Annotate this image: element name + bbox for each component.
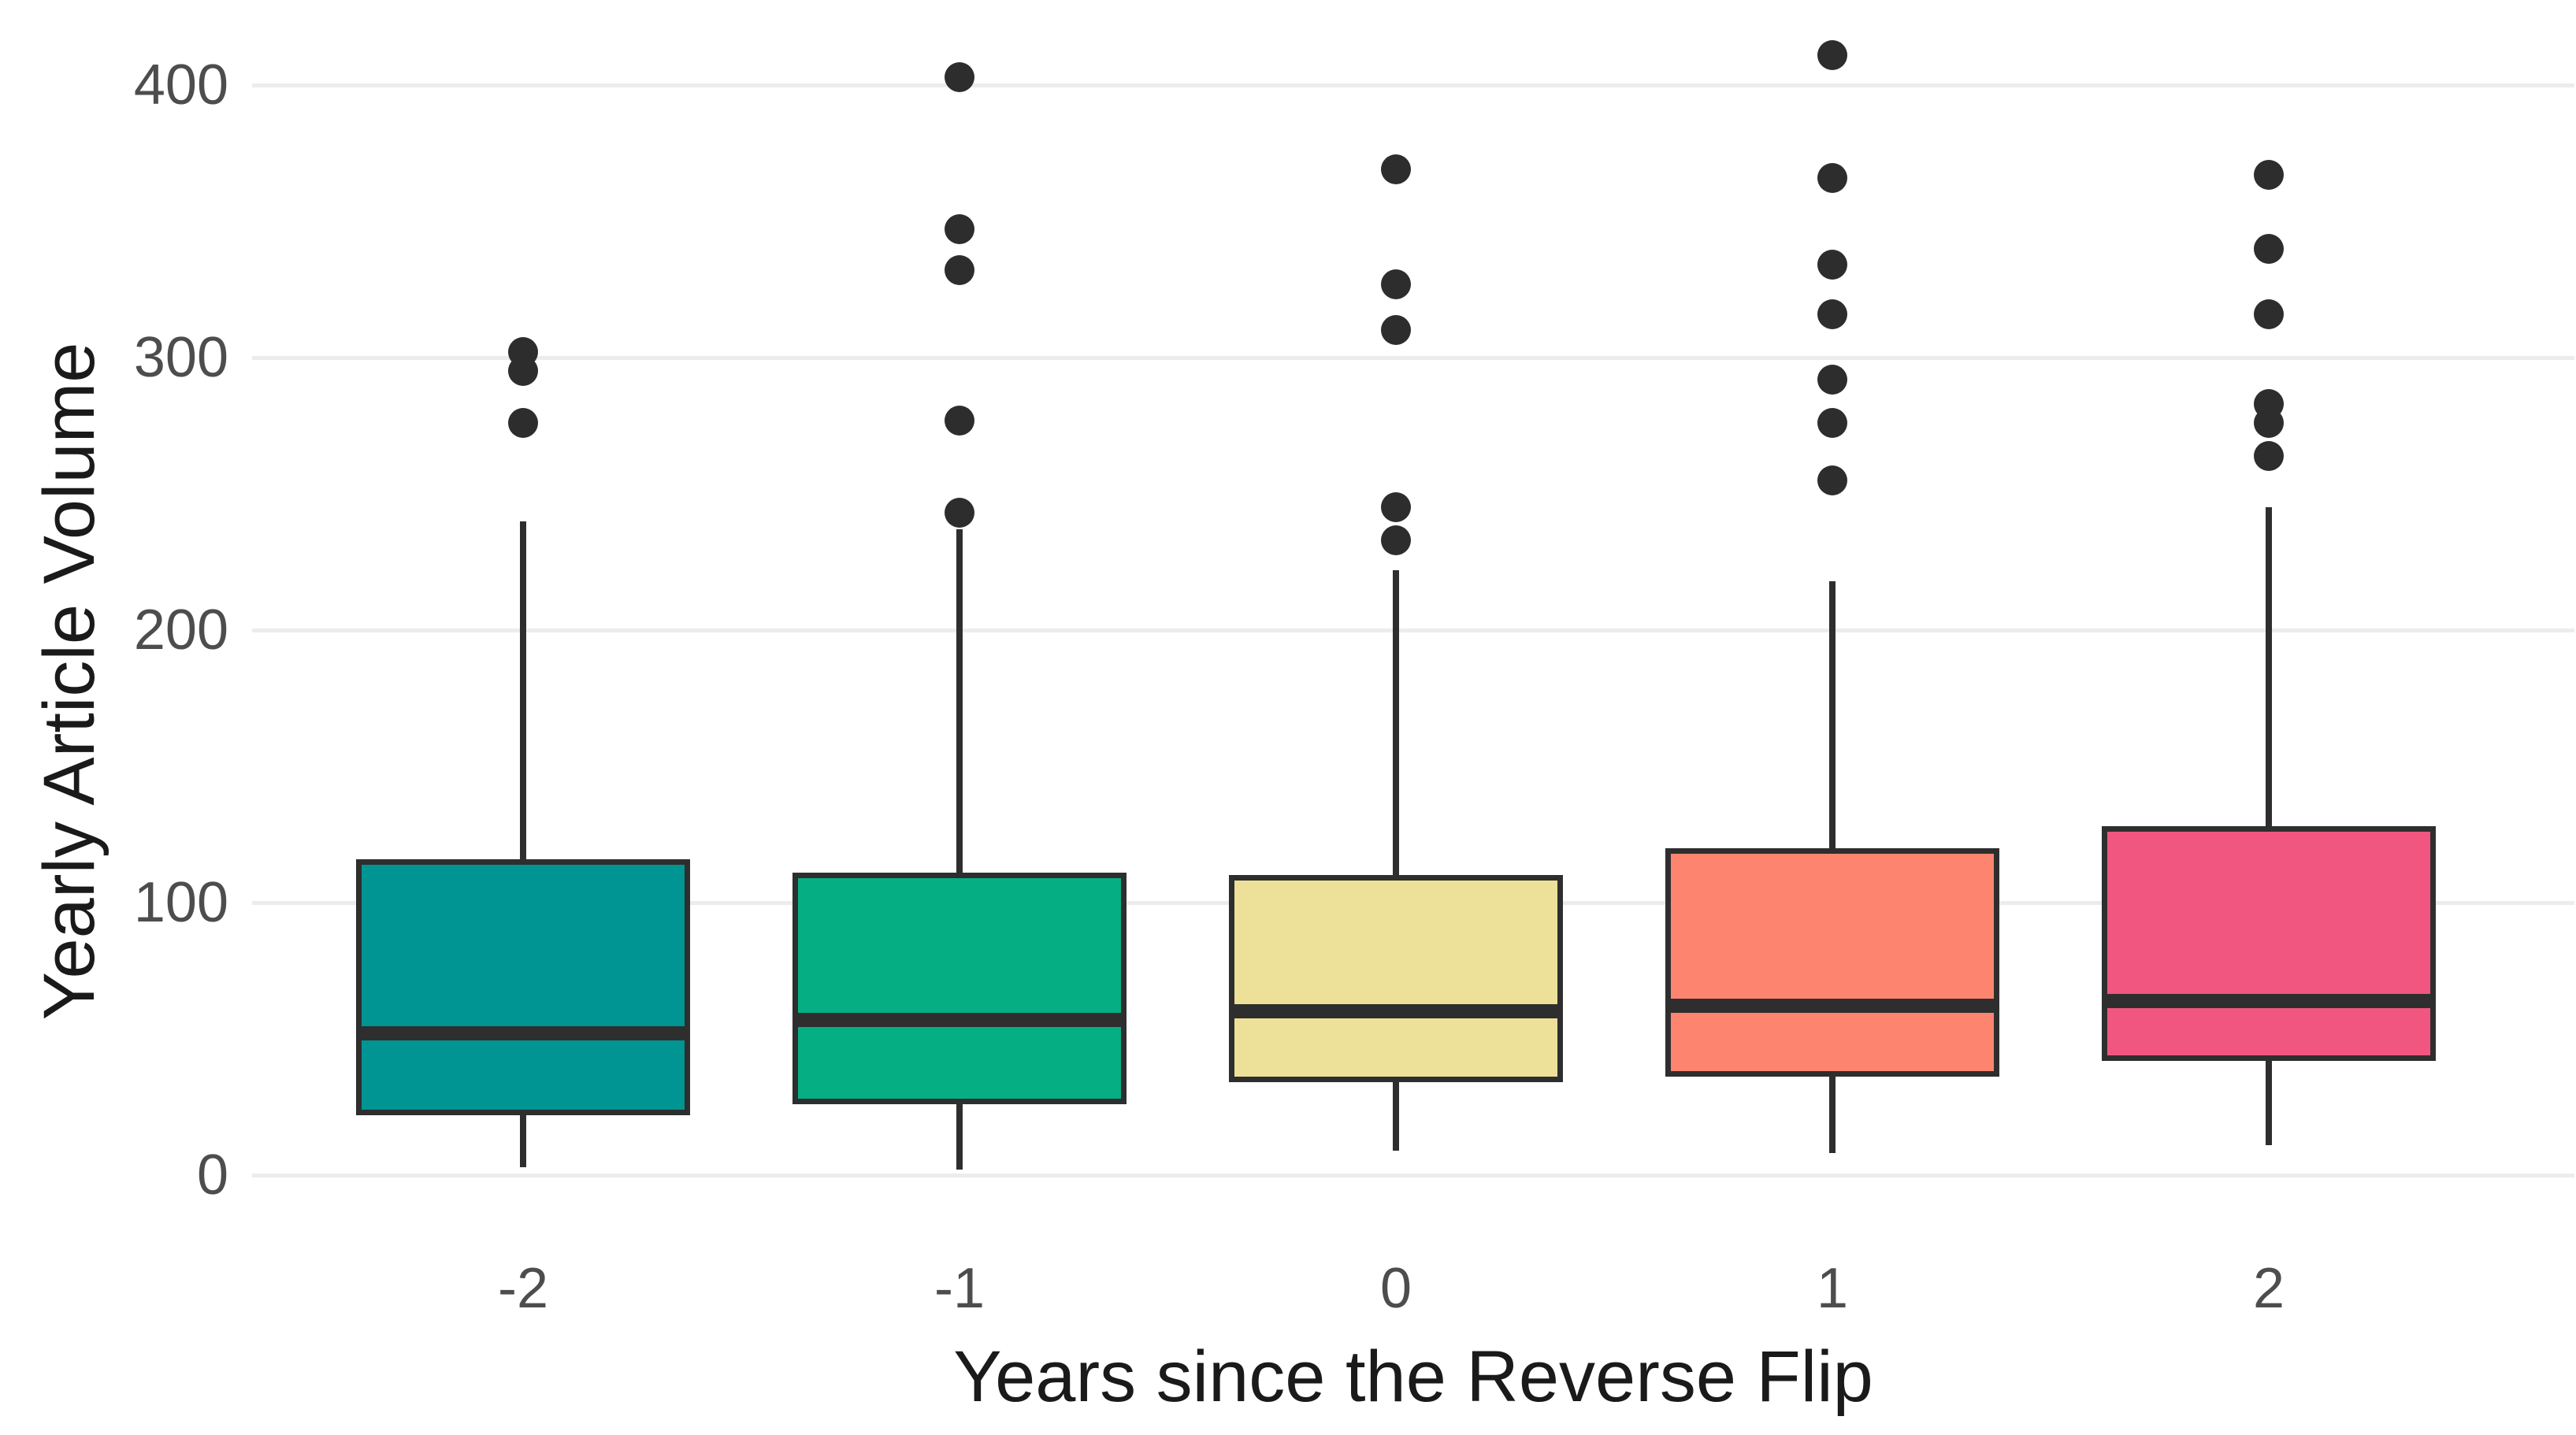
outlier-dot: [945, 214, 974, 245]
outlier-dot: [1381, 154, 1411, 185]
upper-whisker: [2266, 507, 2272, 827]
box-iqr: [792, 872, 1127, 1105]
outlier-dot: [1381, 525, 1411, 555]
outlier-dot: [2254, 233, 2284, 264]
lower-whisker: [520, 1114, 526, 1167]
outlier-dot: [1817, 39, 1847, 70]
upper-whisker: [1393, 569, 1399, 876]
y-gridline: [252, 1174, 2574, 1177]
y-tick-label: 100: [133, 871, 228, 934]
lower-whisker: [2266, 1060, 2272, 1145]
outlier-dot: [508, 408, 538, 439]
outlier-dot: [945, 61, 974, 92]
x-tick-label: 2: [2252, 1257, 2285, 1320]
outlier-dot: [1817, 364, 1847, 395]
x-tick-label: 0: [1379, 1257, 1412, 1320]
box-iqr: [1665, 847, 1999, 1077]
outlier-dot: [1817, 250, 1847, 280]
outlier-dot: [2254, 298, 2284, 329]
median-line: [792, 1012, 1127, 1027]
x-tick-label: -1: [934, 1257, 985, 1320]
outlier-dot: [1817, 298, 1847, 329]
lower-whisker: [1829, 1077, 1835, 1154]
y-gridline: [252, 83, 2574, 87]
y-tick-label: 200: [133, 599, 228, 662]
median-line: [356, 1026, 690, 1041]
y-tick-label: 300: [133, 326, 228, 389]
median-line: [2102, 993, 2436, 1008]
x-axis-title: Years since the Reverse Flip: [953, 1337, 1873, 1417]
lower-whisker: [956, 1104, 963, 1170]
box-iqr: [356, 858, 690, 1115]
outlier-dot: [945, 498, 974, 528]
outlier-dot: [2254, 440, 2284, 471]
outlier-dot: [1817, 465, 1847, 495]
median-line: [1229, 1004, 1563, 1019]
x-tick-label: 1: [1816, 1257, 1849, 1320]
upper-whisker: [520, 521, 526, 859]
outlier-dot: [1817, 408, 1847, 439]
upper-whisker: [1829, 580, 1835, 848]
box-iqr: [1229, 875, 1563, 1083]
outlier-dot: [2254, 388, 2284, 419]
upper-whisker: [956, 528, 963, 873]
x-tick-label: -2: [497, 1257, 549, 1320]
y-gridline: [252, 629, 2574, 632]
outlier-dot: [1381, 315, 1411, 346]
box-iqr: [2102, 826, 2436, 1061]
outlier-dot: [945, 255, 974, 286]
outlier-dot: [1817, 162, 1847, 193]
y-tick-label: 400: [133, 54, 228, 117]
outlier-dot: [1381, 269, 1411, 299]
outlier-dot: [1381, 492, 1411, 523]
lower-whisker: [1393, 1082, 1399, 1151]
y-axis-title: Yearly Article Volume: [29, 342, 109, 1021]
y-tick-label: 0: [196, 1144, 228, 1207]
y-gridline: [252, 356, 2574, 360]
outlier-dot: [508, 337, 538, 368]
outlier-dot: [2254, 160, 2284, 191]
outlier-dot: [945, 405, 974, 436]
median-line: [1665, 999, 1999, 1014]
